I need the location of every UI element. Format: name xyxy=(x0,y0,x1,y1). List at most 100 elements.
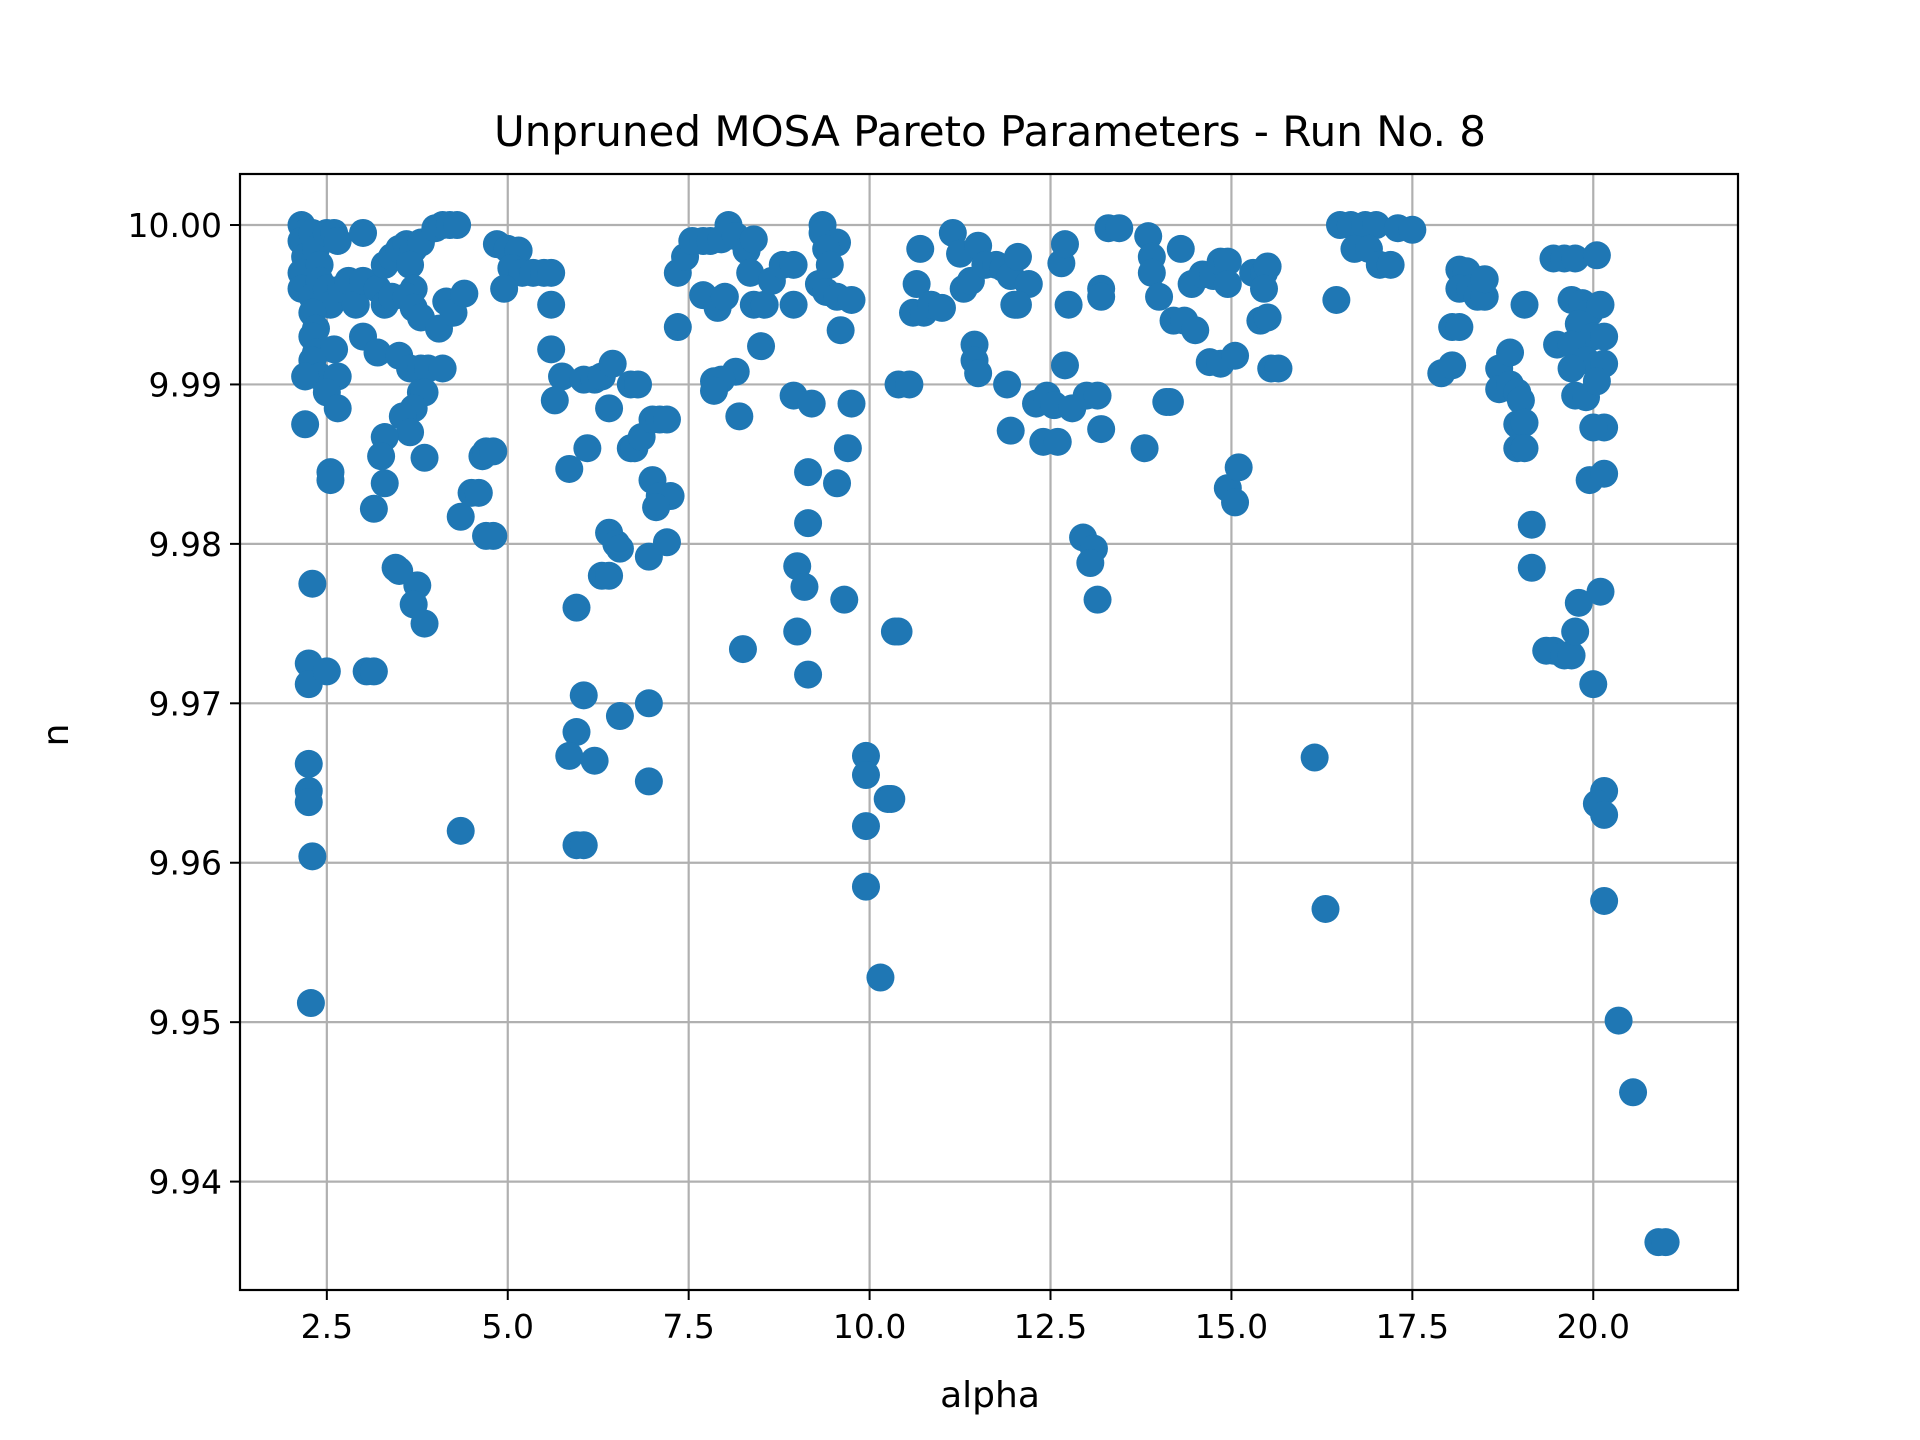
data-point xyxy=(1224,453,1253,482)
data-point xyxy=(363,338,392,367)
data-point xyxy=(396,418,425,447)
data-point xyxy=(1590,800,1619,829)
x-tick-label: 7.5 xyxy=(662,1307,714,1346)
data-point xyxy=(634,689,663,718)
x-tick-label: 5.0 xyxy=(482,1307,534,1346)
data-point xyxy=(1087,415,1116,444)
plot-frame xyxy=(238,172,1740,1292)
data-point xyxy=(548,362,577,391)
y-tick-label: 10.00 xyxy=(128,206,222,245)
data-point xyxy=(1579,670,1608,699)
data-point xyxy=(1311,894,1340,923)
x-tick-label: 12.5 xyxy=(1014,1307,1087,1346)
data-point xyxy=(349,218,378,247)
data-point xyxy=(1561,617,1590,646)
data-point xyxy=(580,746,609,775)
data-point xyxy=(747,332,776,361)
data-point xyxy=(1166,234,1195,263)
data-point xyxy=(1561,244,1590,273)
data-point xyxy=(537,258,566,287)
data-point xyxy=(837,389,866,418)
data-point xyxy=(1590,886,1619,915)
data-point xyxy=(750,290,779,319)
data-point xyxy=(605,534,634,563)
data-point xyxy=(359,657,388,686)
data-point xyxy=(739,225,768,254)
data-point xyxy=(605,702,634,731)
data-point xyxy=(540,386,569,415)
data-point xyxy=(1586,577,1615,606)
data-point xyxy=(1496,338,1525,367)
data-point xyxy=(866,963,895,992)
data-point xyxy=(555,741,584,770)
y-tick-label: 9.97 xyxy=(149,684,222,723)
data-point xyxy=(1376,250,1405,279)
data-point xyxy=(1054,290,1083,319)
data-point xyxy=(728,635,757,664)
data-point xyxy=(1510,408,1539,437)
data-point xyxy=(443,211,472,240)
data-point xyxy=(1050,351,1079,380)
chart-title: Unpruned MOSA Pareto Parameters - Run No… xyxy=(494,107,1486,156)
data-point xyxy=(1105,214,1134,243)
data-point xyxy=(851,741,880,770)
y-tick-label: 9.94 xyxy=(149,1163,222,1202)
data-point xyxy=(783,617,812,646)
data-point xyxy=(359,494,388,523)
data-point xyxy=(595,561,624,590)
x-axis-label: alpha xyxy=(940,1375,1040,1416)
x-axis-ticks: 2.5 5.0 7.5 10.0 12.5 15.0 17.5 20.0 xyxy=(301,1290,1630,1346)
data-point xyxy=(884,617,913,646)
data-point xyxy=(794,509,823,538)
data-point xyxy=(320,335,349,364)
data-point xyxy=(1590,322,1619,351)
data-point xyxy=(1604,1006,1633,1035)
data-point xyxy=(323,394,352,423)
data-point xyxy=(851,872,880,901)
data-point xyxy=(779,290,808,319)
data-point xyxy=(1470,265,1499,294)
data-point xyxy=(652,528,681,557)
data-point xyxy=(779,250,808,279)
data-point xyxy=(1264,354,1293,383)
data-point xyxy=(1083,585,1112,614)
data-point xyxy=(1213,270,1242,299)
data-point xyxy=(410,443,439,472)
y-axis-ticks: 9.94 9.95 9.96 9.97 9.98 9.99 10.00 xyxy=(128,206,240,1202)
data-point xyxy=(725,402,754,431)
data-point xyxy=(790,572,819,601)
data-point xyxy=(479,437,508,466)
data-point xyxy=(569,831,598,860)
data-point xyxy=(642,493,671,522)
data-point xyxy=(323,226,352,255)
data-point xyxy=(906,234,935,263)
data-point xyxy=(396,250,425,279)
data-point xyxy=(1181,316,1210,345)
data-point xyxy=(1557,354,1586,383)
data-point xyxy=(446,502,475,531)
data-point xyxy=(1221,488,1250,517)
x-tick-label: 17.5 xyxy=(1376,1307,1449,1346)
data-point xyxy=(1253,252,1282,281)
data-point xyxy=(562,718,591,746)
data-point xyxy=(652,405,681,434)
data-point xyxy=(562,593,591,622)
data-points xyxy=(287,211,1680,1257)
data-point xyxy=(1651,1228,1680,1257)
data-point xyxy=(1557,641,1586,670)
data-point xyxy=(1619,1078,1648,1107)
data-point xyxy=(1155,387,1184,416)
data-point xyxy=(296,989,325,1018)
data-point xyxy=(877,784,906,813)
data-point xyxy=(464,478,493,507)
data-point xyxy=(1510,290,1539,319)
data-point xyxy=(1506,386,1535,415)
data-point xyxy=(1362,211,1391,240)
data-point xyxy=(1137,258,1166,287)
data-point xyxy=(555,454,584,483)
data-point xyxy=(1145,282,1174,311)
data-point xyxy=(294,749,323,778)
data-point xyxy=(410,609,439,638)
